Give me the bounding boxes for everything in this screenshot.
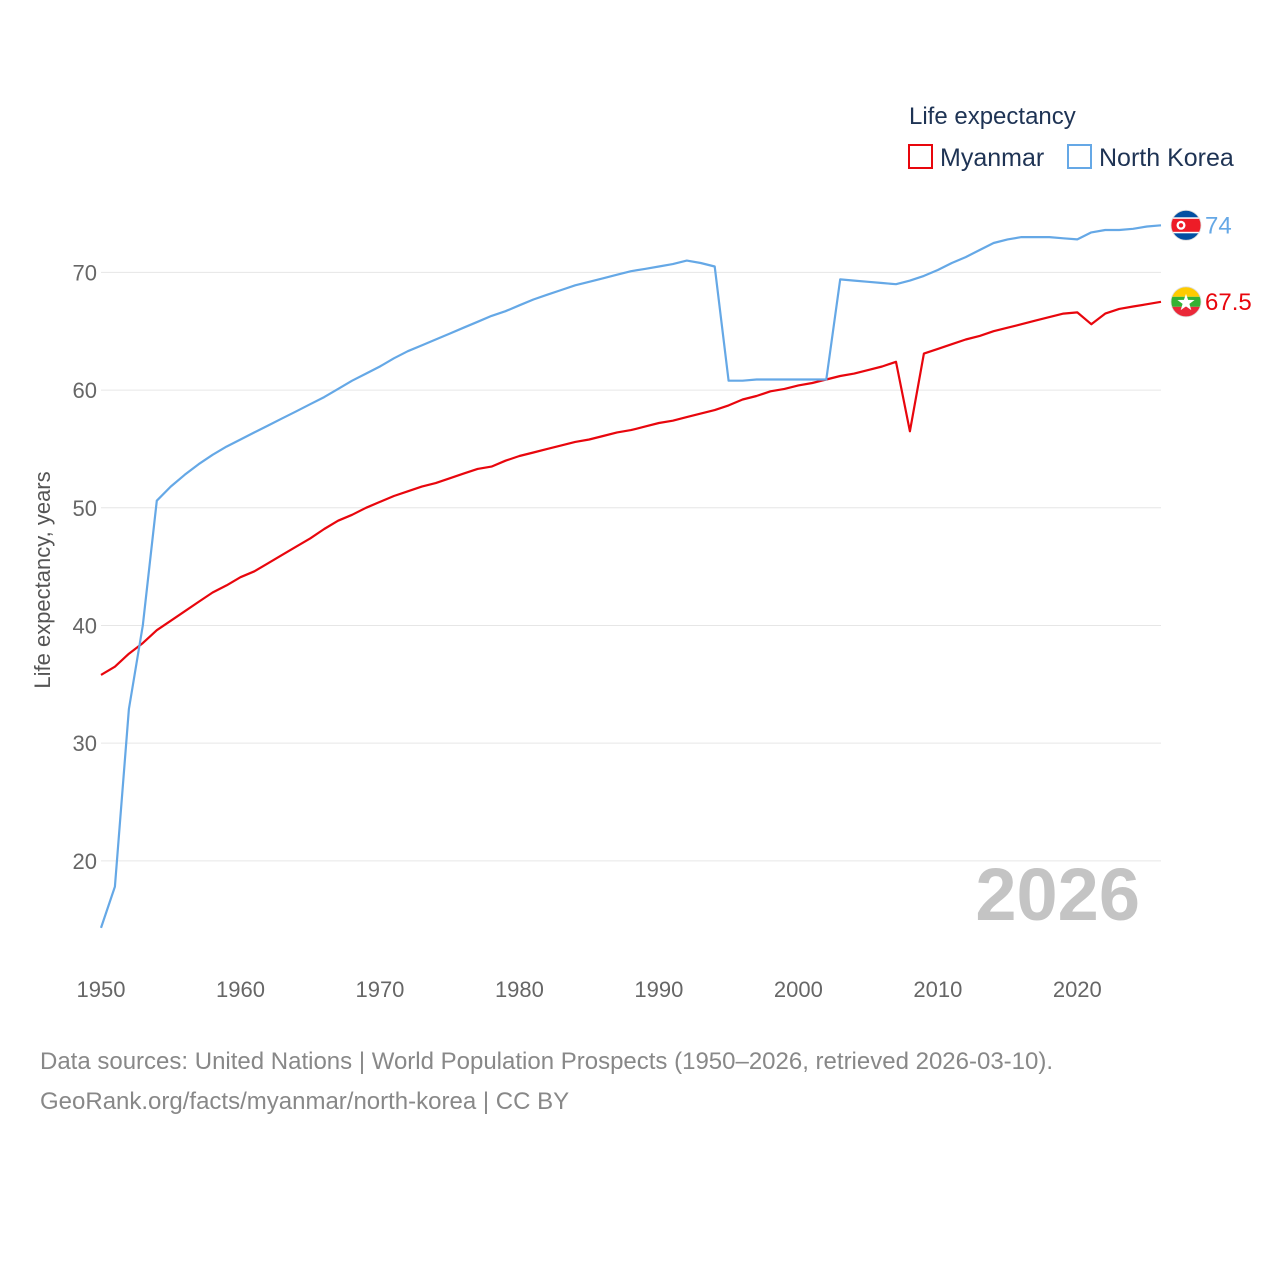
x-tick-label-2010: 2010: [913, 977, 962, 1002]
y-tick-label-30: 30: [73, 731, 97, 756]
life-expectancy-chart: 20 30 40 50 60 70 1950 1960 1970 1980 1990 2000 201…: [30, 103, 1252, 1002]
y-tick-label-20: 20: [73, 849, 97, 874]
series-line-myanmar[interactable]: [100, 300, 1162, 676]
myanmar-flag-icon: [1170, 286, 1202, 318]
x-tick-label-1990: 1990: [634, 977, 683, 1002]
y-axis-label: Life expectancy, years: [30, 471, 55, 688]
legend-item-myanmar[interactable]: Myanmar: [908, 144, 1044, 172]
y-tick-label-60: 60: [73, 378, 97, 403]
series-end-markers: 67.5 74: [1170, 209, 1252, 318]
current-year-watermark: 2026: [975, 853, 1140, 936]
y-tick-label-70: 70: [73, 260, 97, 285]
gridlines: [101, 271, 1161, 862]
x-tick-label-1950: 1950: [77, 977, 126, 1002]
x-tick-label-1970: 1970: [355, 977, 404, 1002]
legend-title: Life expectancy: [909, 103, 1076, 130]
legend-item-north-korea[interactable]: North Korea: [1067, 144, 1234, 172]
source-line: Data sources: United Nations | World Pop…: [40, 1048, 1054, 1075]
x-tick-label-2020: 2020: [1053, 977, 1102, 1002]
x-tick-label-1980: 1980: [495, 977, 544, 1002]
legend-label-north-korea: North Korea: [1099, 144, 1234, 172]
legend-label-myanmar: Myanmar: [940, 144, 1044, 172]
x-tick-label-1960: 1960: [216, 977, 265, 1002]
source-footer: Data sources: United Nations | World Pop…: [40, 1042, 1053, 1122]
y-tick-label-50: 50: [73, 496, 97, 521]
series-line-north-korea[interactable]: [99, 224, 1162, 929]
x-tick-label-2000: 2000: [774, 977, 823, 1002]
credit-line[interactable]: GeoRank.org/facts/myanmar/north-korea | …: [40, 1088, 570, 1115]
legend-swatch-myanmar: [908, 144, 933, 169]
y-axis-ticks: 20 30 40 50 60 70: [73, 260, 97, 873]
y-tick-label-40: 40: [73, 613, 97, 638]
end-value-label-north-korea: 74: [1205, 212, 1232, 239]
end-value-label-myanmar: 67.5: [1205, 289, 1252, 316]
legend-swatch-north-korea: [1067, 144, 1092, 169]
series-lines: [99, 224, 1162, 929]
x-axis-ticks: 1950 1960 1970 1980 1990 2000 2010 2020: [77, 977, 1102, 1002]
north-korea-flag-icon: [1170, 209, 1202, 241]
legend: Life expectancy Myanmar North Korea: [908, 103, 1234, 172]
